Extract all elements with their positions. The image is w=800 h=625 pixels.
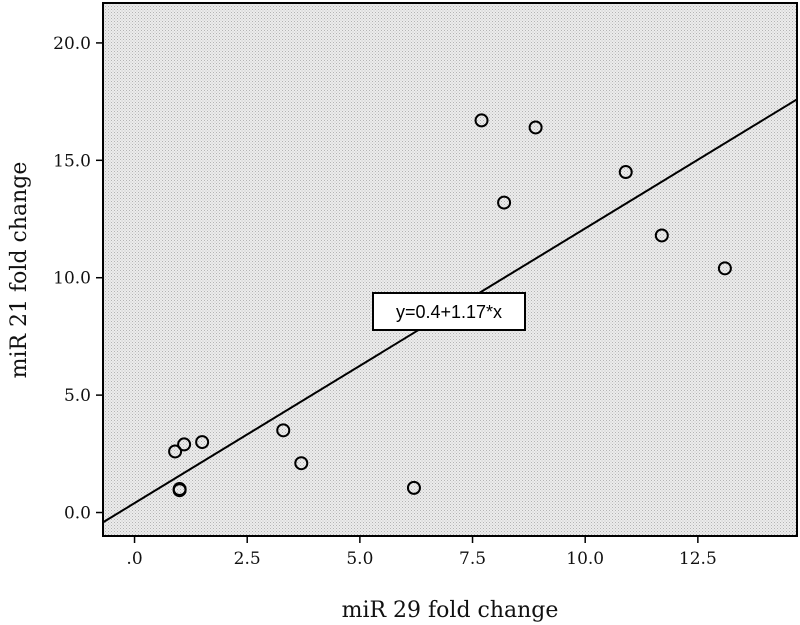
- data-point: [195, 435, 210, 450]
- data-point: [177, 437, 192, 452]
- y-tick-label: 20.0: [53, 34, 91, 54]
- data-point: [654, 228, 669, 243]
- data-points: [168, 113, 732, 498]
- data-point: [294, 456, 309, 471]
- equation-annotation: y=0.4+1.17*x: [372, 292, 526, 331]
- x-tick-label: .0: [126, 549, 142, 569]
- data-point: [276, 423, 291, 438]
- equation-label: y=0.4+1.17*x: [396, 302, 502, 322]
- data-point: [168, 444, 183, 459]
- data-point: [618, 165, 633, 180]
- x-tick-label: 10.0: [566, 549, 604, 569]
- x-tick-label: 7.5: [459, 549, 486, 569]
- y-tick-label: 5.0: [64, 386, 91, 406]
- y-tick-label: 10.0: [53, 269, 91, 289]
- data-point: [717, 261, 732, 276]
- y-tick-label: 0.0: [64, 504, 91, 524]
- y-tick-label: 15.0: [53, 151, 91, 171]
- x-axis-ticks: .0 2.5 5.0 7.5 10.0 12.5: [126, 536, 717, 569]
- data-point: [528, 120, 543, 135]
- y-axis-title: miR 21 fold change: [7, 162, 32, 379]
- data-point: [497, 195, 512, 210]
- data-point: [172, 483, 187, 498]
- x-tick-label: 12.5: [679, 549, 717, 569]
- x-tick-label: 2.5: [234, 549, 261, 569]
- plot-area: [102, 2, 798, 537]
- y-axis-ticks: 0.0 5.0 10.0 15.0 20.0: [53, 34, 103, 524]
- x-tick-label: 5.0: [346, 549, 373, 569]
- data-point: [406, 480, 421, 495]
- x-axis-title: miR 29 fold change: [342, 598, 559, 623]
- data-point: [474, 113, 489, 128]
